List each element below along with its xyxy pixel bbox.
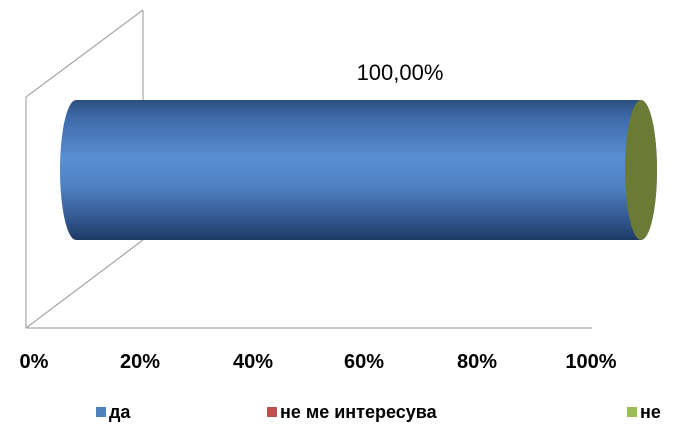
x-axis-ticks: 0% 20% 40% 60% 80% 100%	[20, 351, 617, 373]
bar-end-cap-не	[625, 100, 657, 240]
x-tick-label: 0%	[20, 351, 49, 373]
x-tick-label: 40%	[233, 351, 273, 373]
x-tick-label: 20%	[120, 351, 160, 373]
x-tick-label: 100%	[565, 351, 616, 373]
x-tick-label: 60%	[344, 351, 384, 373]
wall-top-diagonal	[25, 9, 144, 98]
wall-bottom-diagonal	[25, 239, 144, 329]
x-tick-label: 80%	[457, 351, 497, 373]
data-label: 100,00%	[357, 60, 444, 85]
bar-да	[60, 100, 657, 240]
bars-layer: 100,00%	[60, 60, 657, 240]
